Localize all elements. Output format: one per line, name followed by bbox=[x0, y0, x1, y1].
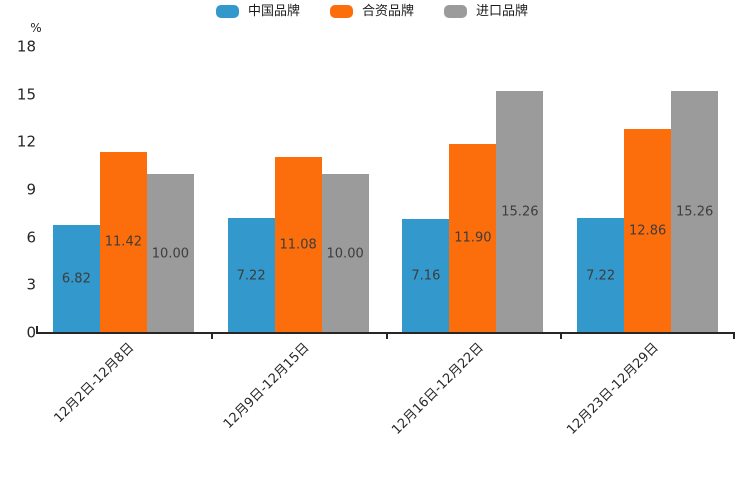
bar-进口品牌-12月2日-12月8日[interactable] bbox=[146, 174, 194, 333]
x-axis-tick bbox=[733, 334, 735, 339]
x-axis-category-label: 12月23日-12月29日 bbox=[564, 340, 662, 438]
x-axis-category-label: 12月16日-12月22日 bbox=[389, 340, 487, 438]
bar-进口品牌-12月16日-12月22日[interactable] bbox=[496, 90, 544, 333]
bar-合资品牌-12月16日-12月22日[interactable] bbox=[449, 143, 497, 333]
chart-legend: 中国品牌 合资品牌 进口品牌 bbox=[0, 5, 744, 18]
bar-合资品牌-12月2日-12月8日[interactable] bbox=[99, 151, 147, 333]
bar-中国品牌-12月16日-12月22日[interactable] bbox=[402, 219, 450, 333]
legend-item-china-brand[interactable]: 中国品牌 bbox=[215, 4, 300, 19]
bar-合资品牌-12月23日-12月29日[interactable] bbox=[624, 128, 672, 333]
y-axis-tick-label: 0 bbox=[26, 323, 36, 342]
bar-中国品牌-12月2日-12月8日[interactable] bbox=[52, 224, 100, 333]
y-axis-unit-label: % bbox=[30, 21, 42, 35]
y-axis-tick-label: 3 bbox=[26, 275, 36, 294]
bar-value-label: 7.16 bbox=[411, 268, 441, 284]
bar-value-label: 15.26 bbox=[501, 204, 539, 220]
bar-value-label: 10.00 bbox=[151, 246, 189, 262]
y-axis-tick-label: 18 bbox=[16, 37, 36, 56]
legend-label: 中国品牌 bbox=[247, 4, 300, 19]
bar-value-label: 6.82 bbox=[61, 271, 91, 287]
bar-value-label: 11.42 bbox=[104, 234, 142, 250]
x-axis-tick bbox=[560, 334, 563, 339]
bar-进口品牌-12月23日-12月29日[interactable] bbox=[671, 90, 719, 333]
legend-item-import-brand[interactable]: 进口品牌 bbox=[444, 5, 528, 18]
x-axis-tick bbox=[385, 334, 388, 339]
y-axis-tick-label: 6 bbox=[26, 228, 36, 247]
x-axis-category-label: 12月9日-12月15日 bbox=[220, 340, 313, 432]
bar-进口品牌-12月9日-12月15日[interactable] bbox=[321, 174, 369, 333]
bar-value-label: 12.86 bbox=[629, 223, 667, 239]
legend-swatch-icon bbox=[215, 5, 239, 18]
x-axis-tick bbox=[210, 334, 213, 339]
x-axis-line bbox=[36, 332, 735, 334]
bar-value-label: 15.26 bbox=[676, 204, 714, 220]
bar-value-label: 11.90 bbox=[454, 230, 492, 246]
y-axis-tick-label: 9 bbox=[26, 180, 36, 199]
y-axis-tick-label: 12 bbox=[16, 132, 36, 151]
legend-item-joint-venture-brand[interactable]: 合资品牌 bbox=[329, 4, 414, 19]
bar-value-label: 11.08 bbox=[279, 237, 317, 253]
bar-中国品牌-12月9日-12月15日[interactable] bbox=[227, 218, 275, 333]
x-axis-tick bbox=[36, 326, 38, 332]
y-axis-tick-label: 15 bbox=[16, 85, 36, 104]
bar-value-label: 7.22 bbox=[586, 268, 616, 284]
bar-value-label: 7.22 bbox=[236, 268, 266, 284]
bar-合资品牌-12月9日-12月15日[interactable] bbox=[274, 156, 322, 333]
bar-value-label: 10.00 bbox=[326, 246, 364, 262]
x-axis-category-label: 12月2日-12月8日 bbox=[51, 340, 138, 427]
bar-中国品牌-12月23日-12月29日[interactable] bbox=[577, 218, 625, 333]
legend-label: 进口品牌 bbox=[476, 4, 529, 19]
legend-swatch-icon bbox=[329, 5, 353, 18]
legend-swatch-icon bbox=[444, 5, 467, 18]
legend-label: 合资品牌 bbox=[361, 4, 414, 19]
